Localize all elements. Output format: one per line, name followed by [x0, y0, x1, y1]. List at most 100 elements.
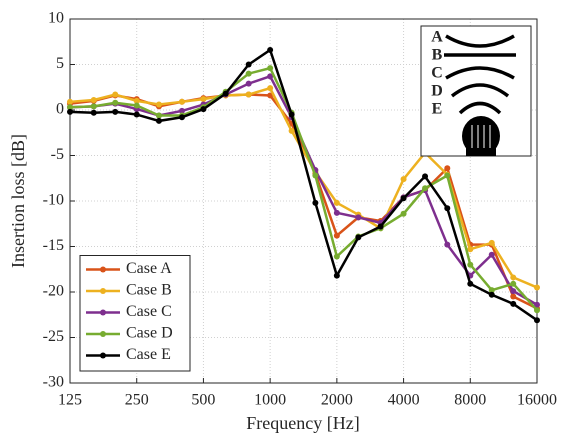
- data-point: [312, 172, 319, 179]
- data-point: [444, 165, 451, 172]
- data-point: [133, 97, 140, 104]
- legend-marker: [100, 288, 106, 294]
- y-tick-label: -25: [43, 328, 64, 345]
- y-tick-label: 0: [56, 101, 64, 118]
- data-point: [245, 70, 252, 77]
- data-point: [400, 195, 407, 202]
- data-point: [133, 111, 140, 118]
- data-point: [467, 261, 474, 268]
- data-point: [534, 284, 540, 291]
- inset-label: C: [431, 65, 443, 82]
- inset-label: D: [431, 83, 443, 100]
- wavefront: [445, 66, 515, 80]
- data-point: [112, 91, 119, 98]
- data-point: [245, 80, 252, 87]
- data-point: [245, 91, 252, 98]
- data-point: [333, 272, 340, 279]
- data-point: [444, 205, 451, 212]
- data-point: [245, 61, 252, 68]
- x-tick-label: 250: [125, 392, 149, 409]
- x-tick-label: 1000: [254, 392, 286, 409]
- data-point: [467, 280, 474, 287]
- data-point: [333, 199, 340, 206]
- y-tick-label: -15: [43, 237, 64, 254]
- data-point: [534, 301, 540, 308]
- data-point: [112, 99, 119, 106]
- data-point: [488, 251, 495, 258]
- data-point: [178, 114, 185, 121]
- legend-label: Case C: [126, 303, 172, 320]
- legend-marker: [100, 352, 106, 359]
- x-tick-label: 16000: [517, 392, 557, 409]
- data-point: [488, 291, 495, 298]
- data-point: [288, 111, 295, 118]
- data-point: [267, 73, 274, 80]
- wavefront: [450, 83, 510, 98]
- data-point: [90, 96, 97, 103]
- data-point: [510, 280, 517, 287]
- data-point: [133, 102, 140, 109]
- x-tick-label: 125: [58, 392, 82, 409]
- data-point: [510, 300, 517, 307]
- series-line: [69, 66, 538, 312]
- data-point: [333, 253, 340, 260]
- data-point: [467, 246, 474, 253]
- data-point: [67, 108, 73, 115]
- data-point: [90, 109, 97, 116]
- data-point: [400, 176, 407, 183]
- data-point: [178, 107, 185, 114]
- data-point: [67, 104, 73, 111]
- data-point: [488, 239, 495, 246]
- legend-label: Case E: [126, 346, 171, 363]
- x-tick-label: 8000: [454, 392, 486, 409]
- data-point: [200, 96, 207, 103]
- x-tick-label: 500: [191, 392, 215, 409]
- data-point: [534, 317, 540, 324]
- data-point: [200, 106, 207, 113]
- x-axis-label: Frequency [Hz]: [246, 413, 359, 433]
- data-point: [510, 288, 517, 295]
- y-tick-label: -10: [43, 192, 64, 209]
- data-point: [90, 103, 97, 110]
- data-point: [178, 98, 185, 105]
- data-point: [510, 274, 517, 281]
- plot-frame: [69, 18, 538, 384]
- head-base: [466, 146, 496, 156]
- data-point: [267, 85, 274, 92]
- legend-marker: [100, 331, 106, 337]
- inset-label: E: [432, 101, 443, 118]
- inset-label: A: [431, 29, 443, 46]
- legend-marker: [100, 266, 106, 273]
- data-point: [267, 65, 274, 72]
- y-tick-label: 5: [56, 55, 64, 72]
- x-tick-label: 4000: [388, 392, 420, 409]
- inset-label: B: [432, 47, 443, 64]
- data-point: [267, 92, 274, 99]
- y-tick-label: -5: [51, 146, 64, 163]
- data-point: [267, 46, 274, 53]
- y-tick-label: -20: [43, 283, 64, 300]
- series-line: [69, 47, 538, 322]
- legend-label: Case A: [126, 260, 172, 277]
- data-point: [377, 223, 384, 230]
- data-point: [288, 127, 295, 134]
- data-point: [355, 214, 362, 221]
- data-point: [155, 112, 162, 119]
- data-point: [444, 241, 451, 248]
- x-tick-label: 2000: [321, 392, 353, 409]
- data-point: [112, 108, 119, 115]
- series-line: [69, 86, 538, 289]
- legend-marker: [100, 309, 106, 316]
- data-point: [422, 173, 429, 180]
- data-point: [488, 287, 495, 294]
- data-point: [444, 172, 451, 179]
- wavefront: [458, 101, 502, 115]
- data-point: [155, 117, 162, 124]
- data-point: [333, 232, 340, 239]
- data-point: [67, 98, 73, 105]
- data-point: [155, 101, 162, 108]
- wavefront: [445, 34, 515, 48]
- data-point: [422, 185, 429, 192]
- data-point: [400, 210, 407, 217]
